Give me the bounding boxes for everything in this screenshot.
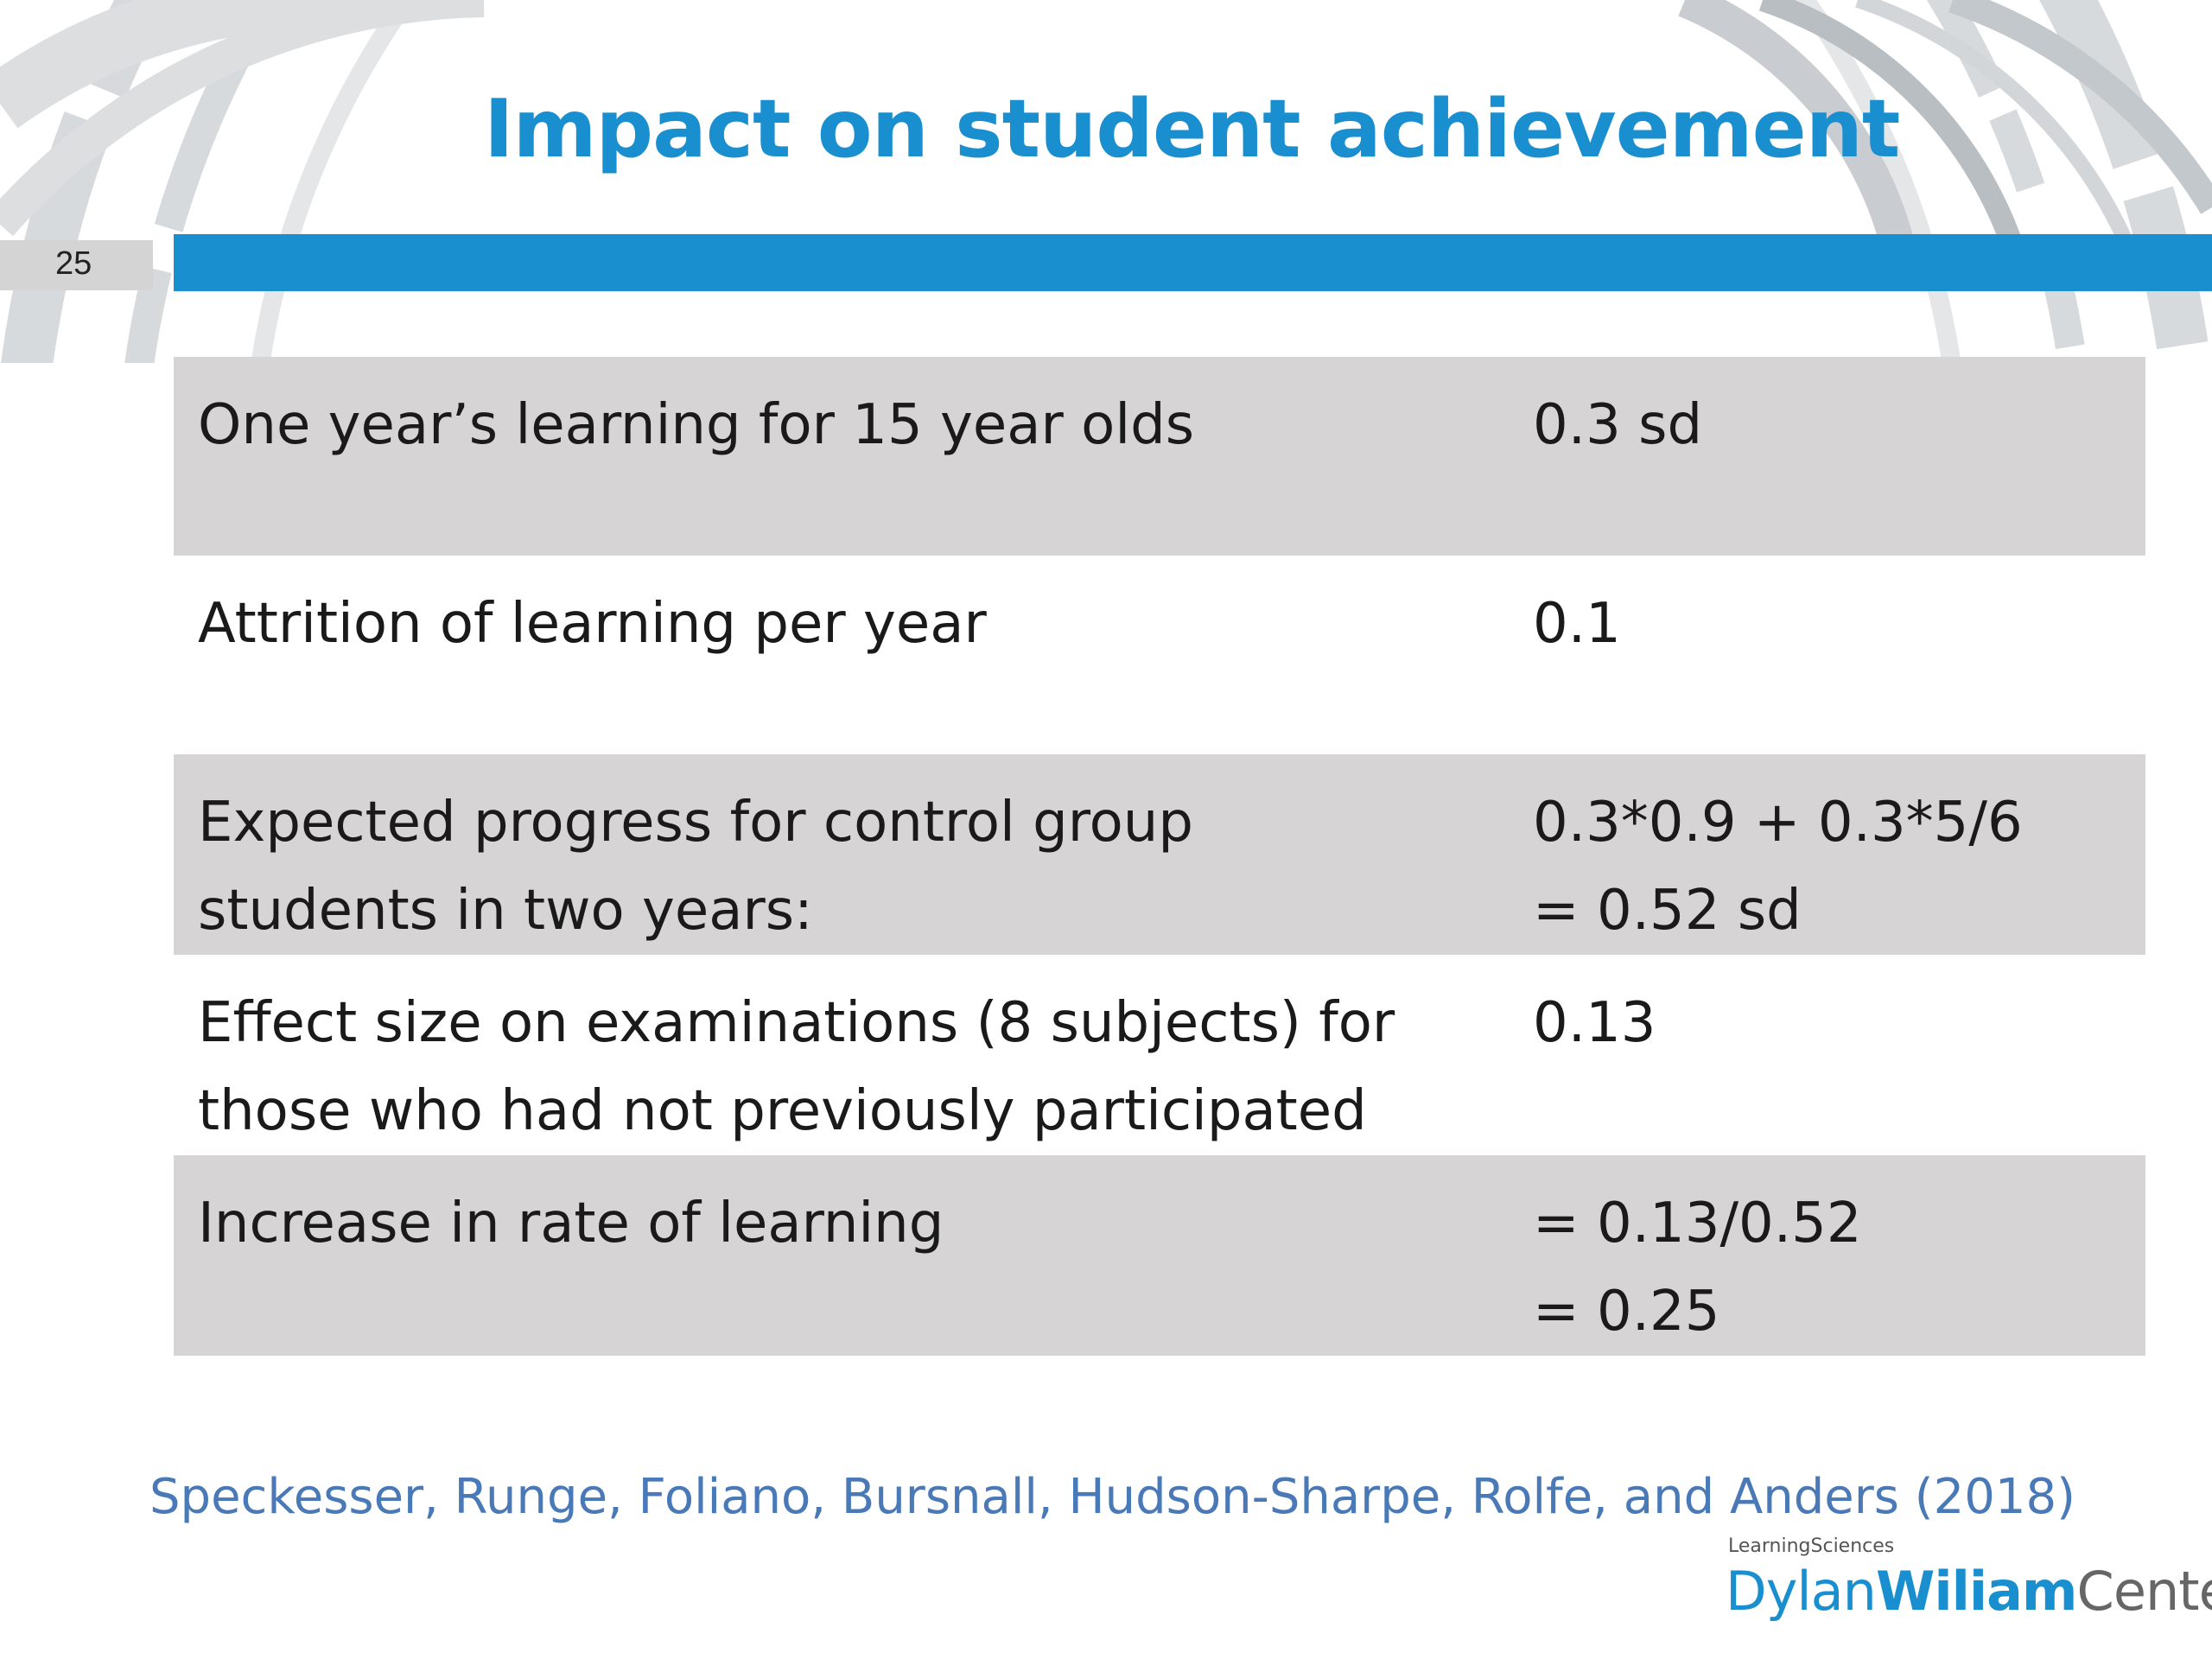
slide-number: 25 bbox=[55, 245, 92, 282]
row-label-cell: Increase in rate of learning bbox=[174, 1155, 1509, 1356]
background-arcs-decoration bbox=[0, 0, 2212, 363]
row-label-cell: Effect size on examinations (8 subjects)… bbox=[174, 955, 1509, 1155]
data-table: One year’s learning for 15 year olds 0.3 … bbox=[174, 357, 2145, 1356]
row-label-line: Attrition of learning per year bbox=[198, 592, 987, 656]
row-label-line: those who had not previously participate… bbox=[198, 1079, 1367, 1143]
header-accent-bar bbox=[174, 234, 2212, 291]
row-value-cell: 0.13 bbox=[1509, 955, 2145, 1155]
table-row: Attrition of learning per year 0.1 bbox=[174, 556, 2145, 754]
citation: Speckesser, Runge, Foliano, Bursnall, Hu… bbox=[149, 1469, 2075, 1525]
row-label-line: Effect size on examinations (8 subjects)… bbox=[198, 991, 1395, 1055]
row-value-line: 0.3*0.9 + 0.3*5/6 bbox=[1533, 791, 2023, 855]
table-row: Effect size on examinations (8 subjects)… bbox=[174, 955, 2145, 1155]
row-value-line: 0.13 bbox=[1533, 991, 1656, 1055]
table-row: One year’s learning for 15 year olds 0.3 … bbox=[174, 357, 2145, 556]
row-label-line: One year’s learning for 15 year olds bbox=[198, 393, 1195, 457]
row-value-line: 0.1 bbox=[1533, 592, 1621, 656]
logo-wordmark: DylanWiliamCenter bbox=[1726, 1560, 2212, 1623]
logo-part-wiliam: Wiliam bbox=[1875, 1560, 2078, 1623]
row-label-line: Expected progress for control group bbox=[198, 791, 1193, 855]
row-value-line: 0.3 sd bbox=[1533, 393, 1703, 457]
row-value-line: = 0.52 sd bbox=[1533, 879, 1802, 943]
dylan-wiliam-center-logo: LearningSciences DylanWiliamCenter bbox=[1726, 1535, 2212, 1630]
row-label-cell: Attrition of learning per year bbox=[174, 556, 1509, 754]
row-label-cell: Expected progress for control group stude… bbox=[174, 754, 1509, 955]
table-row: Increase in rate of learning = 0.13/0.52 =… bbox=[174, 1155, 2145, 1356]
logo-subtitle: LearningSciences bbox=[1728, 1535, 1895, 1557]
row-value-cell: 0.3 sd bbox=[1509, 357, 2145, 556]
row-label-line: Increase in rate of learning bbox=[198, 1192, 944, 1255]
row-label-line: students in two years: bbox=[198, 879, 813, 943]
row-value-line: = 0.25 bbox=[1533, 1280, 1720, 1344]
row-value-line: = 0.13/0.52 bbox=[1533, 1192, 1862, 1255]
logo-part-center: Center bbox=[2076, 1560, 2212, 1623]
row-value-cell: = 0.13/0.52 = 0.25 bbox=[1509, 1155, 2145, 1356]
slide-title: Impact on student achievement bbox=[484, 82, 1900, 175]
logo-part-dylan: Dylan bbox=[1726, 1560, 1877, 1623]
table-row: Expected progress for control group stude… bbox=[174, 754, 2145, 955]
table-body: One year’s learning for 15 year olds 0.3 … bbox=[174, 357, 2145, 1356]
row-label-cell: One year’s learning for 15 year olds bbox=[174, 357, 1509, 556]
slide-number-badge: 25 bbox=[0, 240, 153, 290]
row-value-cell: 0.3*0.9 + 0.3*5/6 = 0.52 sd bbox=[1509, 754, 2145, 955]
row-value-cell: 0.1 bbox=[1509, 556, 2145, 754]
